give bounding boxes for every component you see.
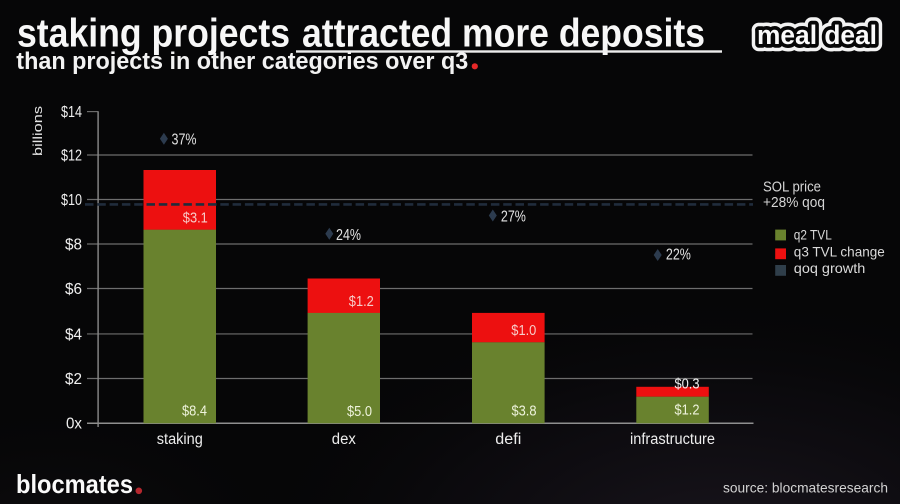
svg-text:$0.3: $0.3 (675, 376, 700, 392)
svg-text:$12: $12 (61, 148, 82, 165)
svg-text:$4: $4 (65, 326, 82, 343)
svg-text:0x: 0x (66, 415, 82, 432)
svg-text:$1.2: $1.2 (675, 402, 700, 418)
svg-text:meal deal: meal deal (757, 20, 877, 50)
svg-text:24%: 24% (336, 227, 361, 244)
svg-text:$3.8: $3.8 (512, 404, 537, 420)
svg-text:defi: defi (495, 431, 521, 448)
svg-text:$3.1: $3.1 (183, 210, 208, 226)
svg-text:22%: 22% (666, 247, 691, 264)
svg-text:$6: $6 (65, 281, 82, 298)
svg-text:$14: $14 (61, 104, 82, 121)
svg-text:than projects in other categor: than projects in other categories over q… (16, 48, 468, 75)
svg-text:+28% qoq: +28% qoq (763, 195, 825, 211)
svg-text:billions: billions (30, 105, 45, 156)
svg-text:infrastructure: infrastructure (630, 431, 715, 448)
svg-text:$10: $10 (61, 192, 82, 209)
svg-text:$5.0: $5.0 (347, 404, 372, 420)
svg-text:37%: 37% (172, 131, 197, 148)
svg-text:meal deal: meal deal (757, 20, 877, 50)
svg-text:qoq growth: qoq growth (794, 260, 866, 276)
svg-text:dex: dex (332, 431, 356, 448)
svg-text:$2: $2 (65, 371, 82, 388)
svg-text:$1.0: $1.0 (511, 323, 536, 339)
svg-text:staking: staking (157, 431, 203, 448)
svg-text:27%: 27% (501, 208, 526, 225)
svg-text:source: blocmatesresearch: source: blocmatesresearch (723, 479, 888, 495)
svg-text:staking projects: staking projects (17, 11, 290, 55)
svg-text:attracted more deposits: attracted more deposits (302, 11, 705, 55)
svg-text:q3 TVL change: q3 TVL change (794, 244, 885, 260)
svg-text:SOL price: SOL price (763, 180, 821, 196)
svg-text:q2 TVL: q2 TVL (794, 227, 832, 243)
svg-text:$8.4: $8.4 (182, 403, 207, 419)
svg-text:blocmates: blocmates (16, 469, 133, 499)
svg-text:$8: $8 (65, 237, 82, 254)
svg-text:meal deal: meal deal (757, 20, 877, 50)
svg-text:$1.2: $1.2 (349, 294, 374, 310)
